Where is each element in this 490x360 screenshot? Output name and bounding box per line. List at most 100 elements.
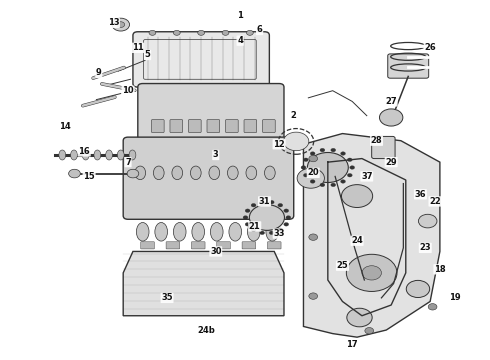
Text: 10: 10 bbox=[122, 86, 134, 95]
Text: 25: 25 bbox=[337, 261, 348, 270]
Text: 13: 13 bbox=[108, 18, 119, 27]
FancyBboxPatch shape bbox=[141, 242, 154, 249]
Circle shape bbox=[112, 18, 129, 31]
Circle shape bbox=[406, 280, 430, 297]
FancyBboxPatch shape bbox=[263, 120, 275, 132]
FancyBboxPatch shape bbox=[166, 242, 180, 249]
Circle shape bbox=[249, 204, 285, 230]
FancyBboxPatch shape bbox=[138, 84, 284, 141]
Text: 19: 19 bbox=[449, 293, 460, 302]
Circle shape bbox=[278, 228, 283, 231]
Circle shape bbox=[341, 180, 345, 183]
Circle shape bbox=[260, 201, 265, 204]
Ellipse shape bbox=[71, 150, 77, 160]
Polygon shape bbox=[303, 134, 440, 337]
Ellipse shape bbox=[192, 222, 204, 241]
FancyBboxPatch shape bbox=[225, 120, 238, 132]
Circle shape bbox=[310, 180, 315, 183]
Text: 6: 6 bbox=[257, 26, 263, 35]
Ellipse shape bbox=[59, 150, 66, 160]
FancyBboxPatch shape bbox=[268, 242, 281, 249]
Ellipse shape bbox=[94, 150, 101, 160]
Circle shape bbox=[127, 169, 139, 178]
Text: 31: 31 bbox=[259, 197, 270, 206]
Circle shape bbox=[246, 30, 253, 35]
Circle shape bbox=[297, 168, 324, 188]
FancyBboxPatch shape bbox=[244, 120, 257, 132]
Circle shape bbox=[307, 153, 348, 183]
Text: 17: 17 bbox=[346, 340, 358, 349]
Circle shape bbox=[251, 203, 256, 207]
Text: 36: 36 bbox=[415, 190, 426, 199]
FancyBboxPatch shape bbox=[242, 242, 256, 249]
Text: 33: 33 bbox=[273, 229, 285, 238]
Ellipse shape bbox=[191, 166, 201, 180]
Text: 15: 15 bbox=[83, 172, 95, 181]
Text: 16: 16 bbox=[78, 147, 90, 156]
Circle shape bbox=[260, 231, 265, 235]
Circle shape bbox=[428, 303, 437, 310]
Circle shape bbox=[347, 308, 372, 327]
FancyBboxPatch shape bbox=[217, 242, 230, 249]
Ellipse shape bbox=[82, 150, 89, 160]
Circle shape bbox=[342, 185, 373, 207]
Circle shape bbox=[284, 222, 289, 226]
Text: 30: 30 bbox=[210, 247, 221, 256]
FancyBboxPatch shape bbox=[192, 242, 205, 249]
Circle shape bbox=[303, 158, 308, 162]
Ellipse shape bbox=[117, 150, 124, 160]
Circle shape bbox=[278, 203, 283, 207]
Circle shape bbox=[270, 231, 274, 235]
Circle shape bbox=[149, 30, 156, 35]
FancyBboxPatch shape bbox=[189, 120, 201, 132]
Text: 23: 23 bbox=[419, 243, 431, 252]
Text: 35: 35 bbox=[161, 293, 173, 302]
Text: 5: 5 bbox=[145, 50, 150, 59]
Text: 28: 28 bbox=[371, 136, 382, 145]
Circle shape bbox=[173, 30, 180, 35]
Circle shape bbox=[270, 201, 274, 204]
Text: 11: 11 bbox=[132, 43, 144, 52]
Circle shape bbox=[331, 183, 336, 187]
Circle shape bbox=[347, 174, 352, 177]
Ellipse shape bbox=[172, 166, 183, 180]
Circle shape bbox=[341, 152, 345, 155]
Text: 12: 12 bbox=[273, 140, 285, 149]
Text: 24: 24 bbox=[351, 236, 363, 245]
FancyBboxPatch shape bbox=[207, 120, 220, 132]
Circle shape bbox=[251, 228, 256, 231]
Ellipse shape bbox=[106, 150, 113, 160]
Ellipse shape bbox=[227, 166, 238, 180]
Text: 3: 3 bbox=[213, 150, 219, 159]
Circle shape bbox=[284, 132, 309, 151]
FancyBboxPatch shape bbox=[133, 32, 270, 87]
Text: 2: 2 bbox=[291, 111, 296, 120]
Ellipse shape bbox=[173, 222, 186, 241]
Circle shape bbox=[320, 183, 325, 187]
Circle shape bbox=[309, 234, 318, 240]
Circle shape bbox=[350, 166, 355, 169]
Ellipse shape bbox=[210, 222, 223, 241]
Circle shape bbox=[198, 30, 204, 35]
Circle shape bbox=[243, 216, 248, 219]
Circle shape bbox=[245, 222, 250, 226]
Circle shape bbox=[301, 166, 306, 169]
Ellipse shape bbox=[136, 222, 149, 241]
Text: 21: 21 bbox=[249, 222, 261, 231]
Circle shape bbox=[418, 214, 437, 228]
Circle shape bbox=[222, 30, 229, 35]
Circle shape bbox=[346, 254, 397, 292]
Text: 29: 29 bbox=[385, 158, 397, 167]
Circle shape bbox=[379, 109, 403, 126]
Ellipse shape bbox=[209, 166, 220, 180]
Text: 14: 14 bbox=[59, 122, 71, 131]
Circle shape bbox=[245, 209, 250, 212]
Circle shape bbox=[284, 209, 289, 212]
Circle shape bbox=[347, 158, 352, 162]
FancyBboxPatch shape bbox=[123, 137, 294, 219]
Ellipse shape bbox=[129, 150, 136, 160]
Text: 4: 4 bbox=[237, 36, 243, 45]
Ellipse shape bbox=[229, 222, 242, 241]
Circle shape bbox=[320, 148, 325, 152]
Text: 22: 22 bbox=[429, 197, 441, 206]
